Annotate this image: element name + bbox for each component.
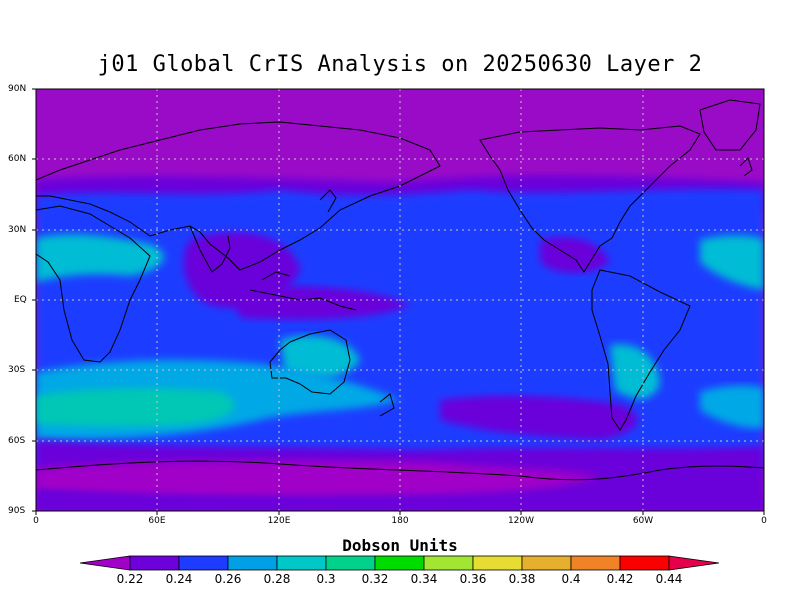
colorbar-swatch [570,555,621,571]
tick-marks [32,88,765,515]
colorbar-tick-label: 0.24 [165,572,193,586]
field-band-antarctic-edge [36,490,764,511]
coast-greenland [699,99,761,151]
colorbar-tick-label: 0.42 [606,572,634,586]
lon-label-120e: 120E [267,516,291,526]
lon-label-60e: 60E [148,516,166,526]
field-patch-south-pacific-purple [440,395,638,440]
lat-label-30s: 30S [8,365,26,375]
colorbar-tick-label: 0.22 [116,572,144,586]
grid-lines [36,89,764,511]
field-patch-africa-cyan [36,234,164,282]
coast-eurasia [36,121,441,271]
field-patch-south-atlantic-cyan [700,385,764,429]
colorbar-swatch [521,555,572,571]
colorbar-swatch [472,555,523,571]
colorbar-tick-label: 0.28 [263,572,291,586]
lat-label-90s: 90S [8,506,26,516]
colorbar-arrow-low [79,555,131,571]
field-patch-central-america-purple [540,236,610,274]
coast-africa [36,205,151,363]
colorbar-swatch [325,555,376,571]
map-title: j01 Global CrIS Analysis on 20250630 Lay… [97,52,703,77]
field-band-antarctic-magenta [36,460,600,497]
coast-antarctica [36,460,764,481]
colorbar-tick-label: 0.32 [361,572,389,586]
colorbar-swatch [374,555,425,571]
colorbar-tick-label: 0.38 [508,572,536,586]
lat-label-60n: 60N [8,154,27,164]
colorbar-tick-label: 0.44 [655,572,683,586]
lon-label-0-right: 0 [761,516,767,526]
field-patch-atlantic-cyan [700,235,764,290]
colorbar-tick-label: 0.34 [410,572,438,586]
colorbar-tick-label: 0.26 [214,572,242,586]
lat-label-30n: 30N [8,225,27,235]
coast-indonesia [249,271,357,311]
lat-label-60s: 60S [8,436,26,446]
colorbar-swatch [178,555,229,571]
coast-japan [319,189,337,213]
coast-australia [269,329,351,395]
field-band-south-teal [36,388,235,427]
colorbar-swatch [619,555,670,571]
coast-new-zealand [379,393,395,417]
colorbar-swatch [423,555,474,571]
colorbar-title: Dobson Units [342,536,458,555]
coast-uk [739,157,753,177]
field-patch-pacific-purple [230,285,410,320]
colorbar-swatch [276,555,327,571]
lon-label-180: 180 [391,516,409,526]
lon-label-0-left: 0 [33,516,39,526]
coast-india [189,225,231,273]
field-patch-australia-cyan [280,335,360,379]
coast-north-america [479,125,701,273]
colorbar-swatch [227,555,278,571]
colorbar-tick-label: 0.4 [561,572,581,586]
colorbar-tick-label: 0.3 [316,572,336,586]
lon-label-60w: 60W [632,516,654,526]
lat-label-90n: 90N [8,84,27,94]
colorbar-arrow-high [668,555,720,571]
lon-label-120w: 120W [507,516,535,526]
colorbar-tick-label: 0.36 [459,572,487,586]
lat-label-eq: EQ [14,295,27,305]
colorbar-swatch [129,555,180,571]
field-patch-south-america-cyan [610,344,660,399]
coastlines [36,99,764,481]
coast-south-america [591,269,691,431]
